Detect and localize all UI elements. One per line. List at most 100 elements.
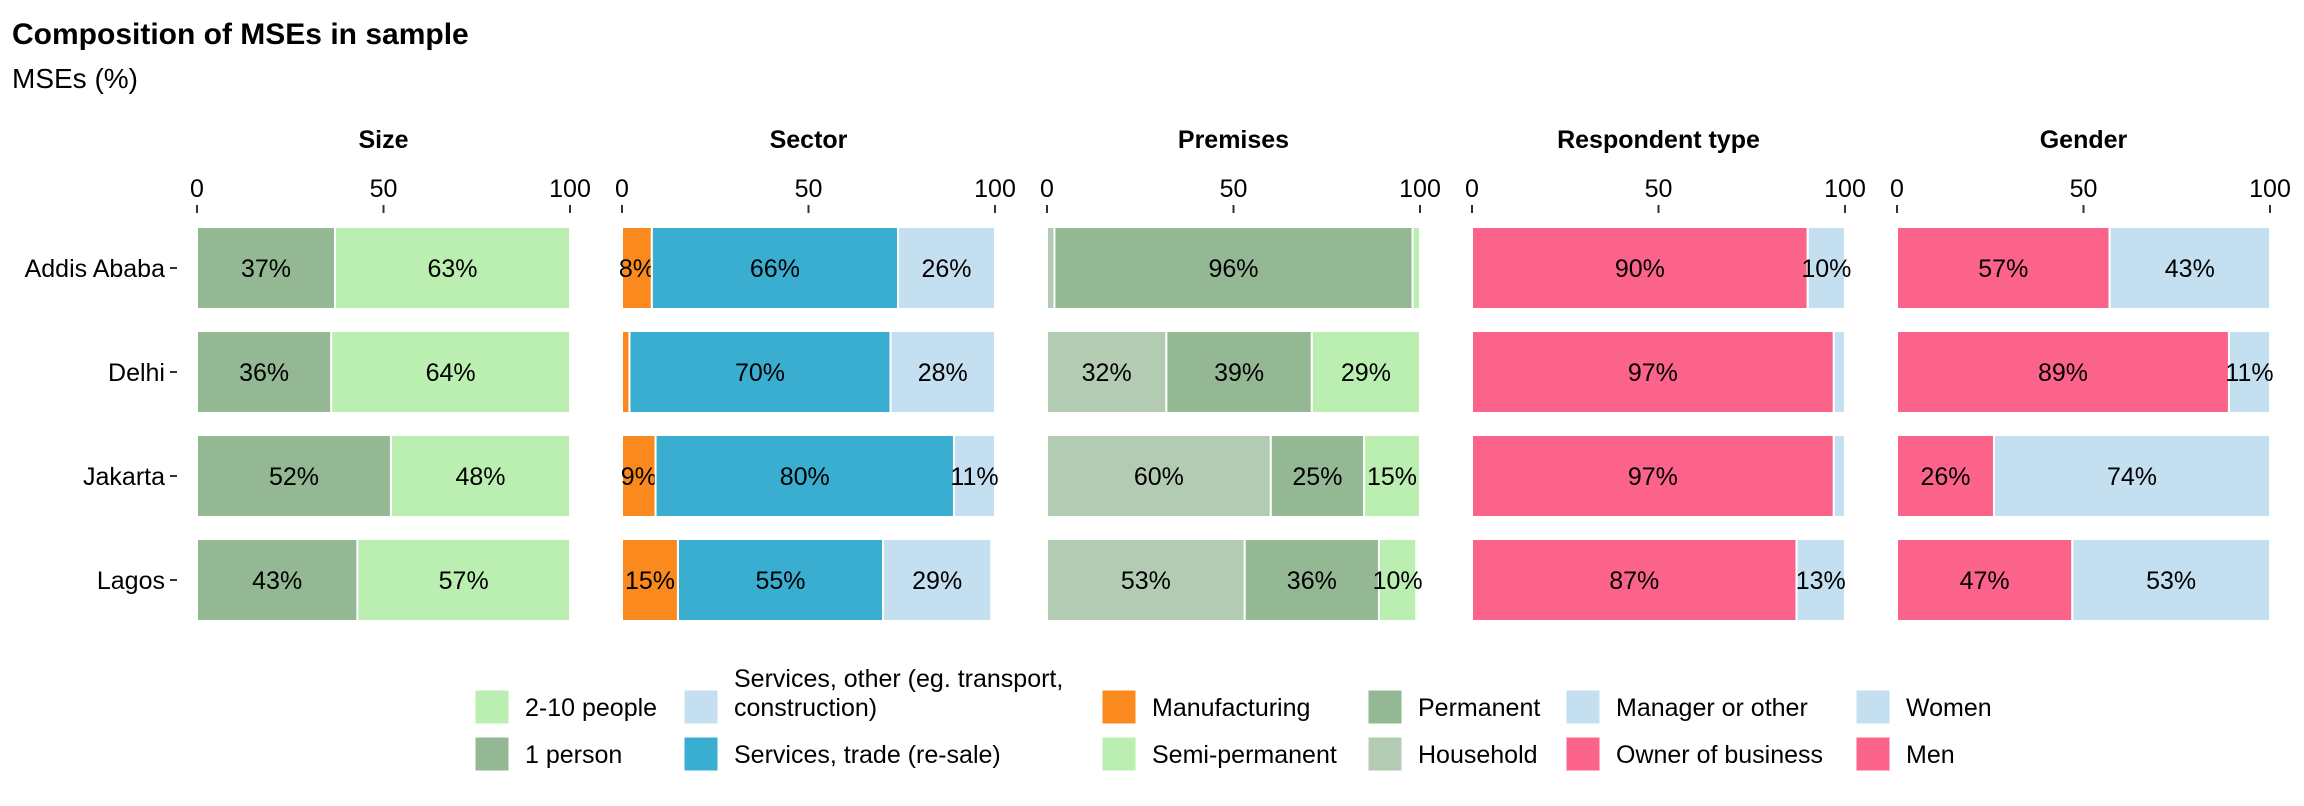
bar-segment <box>2227 330 2271 414</box>
data-label: 53% <box>2146 567 2196 595</box>
bar-segment <box>1363 434 1422 518</box>
bar-segment <box>1471 330 1835 414</box>
bar-segment <box>654 434 955 518</box>
data-label: 32% <box>1082 359 1132 387</box>
x-tick-label: 0 <box>190 175 204 203</box>
legend-label: Semi-permanent <box>1152 741 1337 769</box>
bar-segment <box>1377 538 1418 622</box>
chart-subtitle: MSEs (%) <box>12 63 138 94</box>
data-label: 26% <box>921 255 971 283</box>
data-label: 15% <box>1367 463 1417 491</box>
data-label: 55% <box>756 567 806 595</box>
bar-segment <box>196 538 359 622</box>
data-label: 29% <box>912 567 962 595</box>
panel-title: Gender <box>2040 126 2128 154</box>
bar-segment <box>1411 226 1422 310</box>
x-tick-label: 0 <box>615 175 629 203</box>
bar-segment <box>1896 330 2230 414</box>
data-label: 8% <box>619 255 655 283</box>
legend-swatch <box>1565 736 1601 772</box>
data-label: 26% <box>1920 463 1970 491</box>
bar-segment <box>196 330 333 414</box>
bar-segment <box>1053 226 1414 310</box>
data-label: 36% <box>239 359 289 387</box>
bar-segment <box>1046 538 1246 622</box>
legend-label: Manager or other <box>1616 694 1808 722</box>
x-tick-label: 50 <box>795 175 823 203</box>
panel-title: Premises <box>1178 126 1289 154</box>
legend-label: Manufacturing <box>1152 694 1310 722</box>
x-tick-label: 50 <box>1220 175 1248 203</box>
legend-label: Services, other (eg. transport, <box>734 665 1063 693</box>
data-label: 43% <box>252 567 302 595</box>
data-label: 48% <box>455 463 505 491</box>
bar-segment <box>621 434 657 518</box>
data-label: 10% <box>1373 567 1423 595</box>
bar-segment <box>389 434 571 518</box>
x-tick-label: 50 <box>2070 175 2098 203</box>
data-label: 37% <box>241 255 291 283</box>
legend-label: Owner of business <box>1616 741 1823 769</box>
legend-swatch <box>1101 736 1137 772</box>
data-label: 43% <box>2165 255 2215 283</box>
bar-segment <box>1471 538 1798 622</box>
legend-label: Women <box>1906 694 1992 722</box>
bar-segment <box>2071 538 2272 622</box>
bar-segment <box>650 226 900 310</box>
x-tick-label: 100 <box>549 175 591 203</box>
bar-segment <box>889 330 996 414</box>
legend-swatch <box>1101 689 1137 725</box>
bar-segment <box>1832 434 1847 518</box>
data-label: 66% <box>750 255 800 283</box>
bar-segment <box>621 330 631 414</box>
x-tick-label: 0 <box>1040 175 1054 203</box>
data-label: 9% <box>621 463 657 491</box>
bar-segment <box>356 538 572 622</box>
category-label: Addis Ababa <box>25 255 165 283</box>
bar-segment <box>1046 434 1272 518</box>
panel-title: Size <box>358 126 408 154</box>
bar-segment <box>1269 434 1366 518</box>
bar-segment <box>1832 330 1847 414</box>
data-label: 89% <box>2038 359 2088 387</box>
legend-label: Men <box>1906 741 1955 769</box>
legend-label: Household <box>1418 741 1538 769</box>
data-label: 57% <box>1978 255 2028 283</box>
legend-label: Services, trade (re-sale) <box>734 741 1001 769</box>
category-label: Lagos <box>97 567 165 595</box>
legend-swatch <box>474 736 510 772</box>
legend-swatch <box>683 736 719 772</box>
x-tick-label: 100 <box>2249 175 2291 203</box>
category-label: Jakarta <box>83 463 165 491</box>
data-label: 90% <box>1615 255 1665 283</box>
panel-title: Sector <box>770 126 848 154</box>
data-label: 87% <box>1609 567 1659 595</box>
x-tick-label: 0 <box>1465 175 1479 203</box>
data-label: 80% <box>780 463 830 491</box>
bar-segment <box>1046 226 1056 310</box>
data-label: 63% <box>427 255 477 283</box>
data-label: 97% <box>1628 359 1678 387</box>
bar-segment <box>196 434 392 518</box>
legend-swatch <box>1855 689 1891 725</box>
data-label: 74% <box>2107 463 2157 491</box>
bar-segment <box>882 538 993 622</box>
legend-swatch <box>1855 736 1891 772</box>
bar-segment <box>1806 226 1846 310</box>
x-tick-label: 100 <box>974 175 1016 203</box>
data-label: 52% <box>269 463 319 491</box>
bar-segment <box>676 538 885 622</box>
data-label: 60% <box>1134 463 1184 491</box>
category-label: Delhi <box>108 359 165 387</box>
data-label: 70% <box>735 359 785 387</box>
data-label: 47% <box>1960 567 2010 595</box>
legend-label: 1 person <box>525 741 622 769</box>
chart-title: Composition of MSEs in sample <box>12 18 469 51</box>
bar-segment <box>1471 434 1835 518</box>
legend-swatch <box>474 689 510 725</box>
bar-segment <box>1243 538 1380 622</box>
legend-label: 2-10 people <box>525 694 657 722</box>
bar-segment <box>1310 330 1421 414</box>
legend-swatch <box>1367 736 1403 772</box>
